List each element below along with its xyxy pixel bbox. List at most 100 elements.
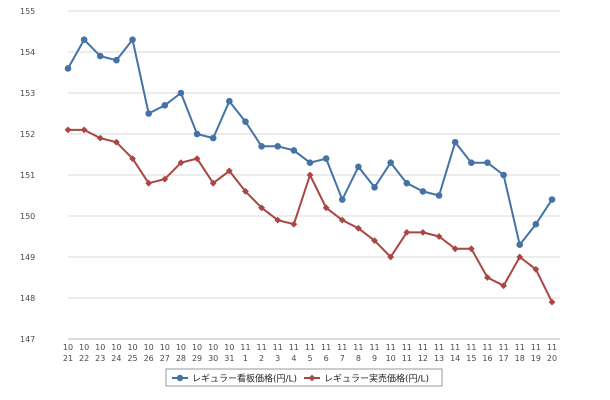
series-1-point-16 — [322, 204, 330, 212]
series-0-point-19 — [371, 184, 378, 191]
x-axis-tick-labels: 1021102210231024102510261027102810291030… — [63, 343, 557, 363]
x-tick-month-1: 10 — [79, 343, 89, 352]
series-0-point-27 — [500, 171, 507, 179]
y-tick-label-152: 152 — [20, 130, 35, 139]
series-1-point-27 — [500, 282, 507, 290]
x-tick-day-21: 11 — [402, 354, 412, 363]
x-tick-month-24: 11 — [450, 343, 460, 352]
x-tick-month-5: 10 — [144, 343, 154, 352]
x-tick-month-11: 11 — [240, 343, 250, 352]
series-0-point-4 — [129, 36, 136, 43]
x-tick-day-30: 20 — [547, 354, 557, 363]
series-1-point-13 — [274, 216, 282, 224]
series-0-point-23 — [435, 192, 443, 199]
x-tick-day-2: 23 — [95, 354, 105, 363]
x-tick-month-7: 10 — [176, 343, 186, 352]
x-tick-month-17: 11 — [337, 343, 347, 352]
series-1-point-11 — [242, 188, 249, 195]
x-tick-day-29: 19 — [531, 354, 541, 363]
x-tick-month-29: 11 — [531, 343, 541, 352]
series-line-0 — [67, 38, 553, 246]
series-1-point-23 — [435, 233, 443, 240]
series-1-point-7 — [177, 159, 185, 167]
x-tick-month-30: 11 — [547, 343, 557, 352]
x-tick-month-16: 11 — [321, 343, 331, 352]
series-0-point-21 — [403, 179, 411, 187]
series-1-point-20 — [387, 253, 395, 261]
series-0-point-28 — [516, 241, 524, 248]
series-1-point-30 — [548, 298, 556, 306]
series-0-point-2 — [96, 52, 104, 60]
series-1-point-9 — [209, 179, 217, 187]
legend-marker-1 — [308, 374, 316, 382]
x-tick-day-28: 18 — [515, 354, 525, 363]
series-1-point-19 — [371, 237, 378, 244]
series-1-point-26 — [484, 274, 491, 281]
legend-label-1: レギュラー実売価格(円/L) — [324, 373, 429, 385]
x-tick-month-2: 10 — [95, 343, 105, 352]
x-tick-day-3: 24 — [111, 354, 121, 363]
x-tick-month-23: 11 — [434, 343, 444, 352]
series-1-point-28 — [516, 253, 524, 261]
x-tick-day-5: 26 — [144, 354, 154, 363]
series-1-point-24 — [451, 245, 459, 253]
y-tick-label-148: 148 — [20, 294, 35, 303]
x-tick-day-14: 4 — [291, 354, 296, 363]
series-0-point-26 — [484, 159, 491, 166]
series-layer — [64, 36, 556, 306]
x-tick-day-4: 25 — [127, 354, 137, 363]
series-0-point-30 — [548, 196, 556, 203]
y-tick-label-147: 147 — [20, 335, 35, 344]
gridlines — [68, 10, 560, 340]
x-tick-month-12: 11 — [257, 343, 267, 352]
x-tick-day-13: 3 — [275, 354, 280, 363]
series-1-point-0 — [64, 126, 72, 134]
x-tick-day-24: 14 — [450, 354, 460, 363]
series-1-point-8 — [193, 155, 201, 162]
x-tick-day-0: 21 — [63, 354, 73, 363]
x-tick-day-15: 5 — [307, 354, 312, 363]
x-tick-month-3: 10 — [111, 343, 121, 352]
series-1-point-3 — [113, 138, 120, 146]
y-axis-tick-labels: 147 148 149 150 151 152 153 154 155 — [20, 7, 35, 344]
series-0-point-8 — [193, 130, 201, 138]
x-tick-month-21: 11 — [402, 343, 412, 352]
x-tick-month-4: 10 — [127, 343, 137, 352]
x-tick-day-17: 7 — [340, 354, 345, 363]
x-tick-month-26: 11 — [482, 343, 492, 352]
x-tick-day-16: 6 — [324, 354, 329, 363]
series-0-point-9 — [209, 134, 217, 142]
x-tick-month-20: 11 — [386, 343, 396, 352]
x-tick-day-7: 28 — [176, 354, 186, 363]
x-tick-month-19: 11 — [369, 343, 379, 352]
x-tick-month-15: 11 — [305, 343, 315, 352]
x-tick-month-22: 11 — [418, 343, 428, 352]
x-tick-day-9: 30 — [208, 354, 218, 363]
x-tick-month-6: 10 — [160, 343, 170, 352]
x-tick-day-22: 12 — [418, 354, 428, 363]
series-1-point-1 — [80, 126, 88, 134]
series-1-point-18 — [355, 224, 362, 232]
series-1-point-21 — [403, 229, 411, 236]
x-tick-month-25: 11 — [466, 343, 476, 352]
x-tick-day-10: 31 — [224, 354, 234, 363]
series-0-point-5 — [145, 110, 152, 117]
series-0-point-25 — [468, 159, 475, 166]
series-0-point-0 — [64, 65, 72, 72]
legend: レギュラー看板価格(円/L) レギュラー実売価格(円/L) — [165, 368, 443, 387]
x-tick-month-18: 11 — [353, 343, 363, 352]
x-tick-day-27: 17 — [499, 354, 509, 363]
x-tick-day-6: 27 — [160, 354, 170, 363]
series-0-point-24 — [451, 138, 459, 146]
series-0-point-13 — [274, 143, 282, 150]
x-tick-day-18: 8 — [356, 354, 361, 363]
series-0-point-15 — [306, 159, 314, 166]
series-1-point-17 — [338, 216, 346, 224]
x-tick-month-9: 10 — [208, 343, 218, 352]
series-1-point-14 — [290, 220, 298, 228]
series-1-point-15 — [306, 171, 314, 179]
x-tick-month-0: 10 — [63, 343, 73, 352]
x-tick-day-12: 2 — [259, 354, 264, 363]
series-0-point-3 — [113, 56, 120, 64]
